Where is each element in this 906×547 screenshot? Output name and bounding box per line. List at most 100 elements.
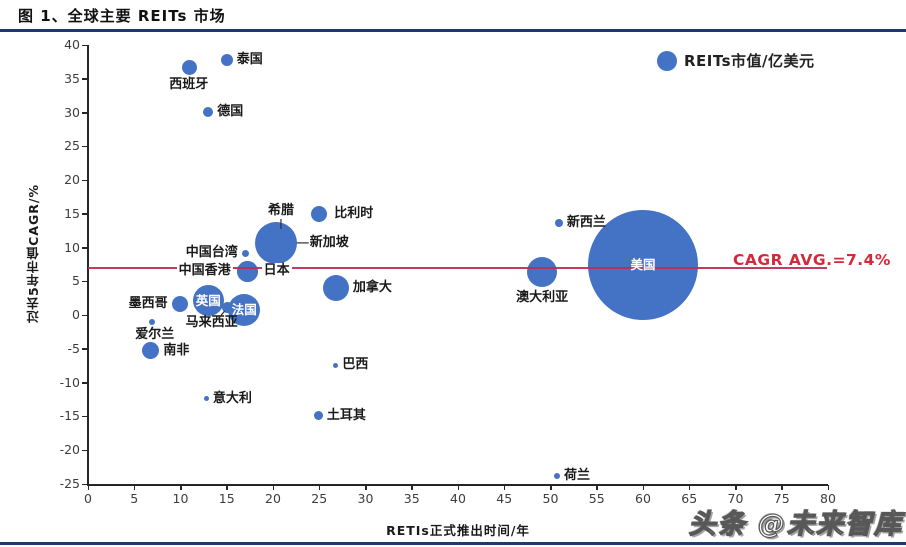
- bubble-label-new-zealand: 新西兰: [566, 214, 606, 230]
- bubble-malaysia: [222, 301, 234, 313]
- y-axis-tick-label: 15: [64, 205, 80, 221]
- x-axis-tick-label: 5: [130, 491, 139, 506]
- x-axis-tick-label: 15: [218, 491, 235, 506]
- y-axis-tick-label: 5: [72, 273, 80, 289]
- x-axis-line: [87, 484, 828, 486]
- x-axis-tick-label: 35: [403, 491, 420, 506]
- bubble-label-mexico: 墨西哥: [128, 296, 168, 312]
- y-axis-tick-label: 40: [64, 37, 80, 52]
- x-axis-tick: [318, 485, 321, 490]
- bubble-label-usa: 美国: [630, 257, 656, 273]
- x-axis-tick: [411, 485, 413, 490]
- chart-legend: REITs市值/亿美元: [657, 50, 815, 71]
- legend-bubble-icon: [657, 50, 677, 71]
- bubble-label-ireland: 爱尔兰: [135, 326, 175, 342]
- bubble-label-greece: 希腊: [267, 203, 294, 218]
- bubble-turkey: [313, 411, 323, 421]
- bubble-label-taiwan-china: 中国台湾: [185, 245, 238, 261]
- watermark: 头条 @未来智库: [688, 508, 903, 540]
- figure-title: 图 1、全球主要 REITs 市场: [18, 7, 226, 25]
- x-axis-tick-label: 75: [773, 491, 790, 506]
- cagr-average-line: [88, 266, 827, 269]
- x-axis-tick-label: 20: [265, 491, 281, 506]
- bubble-spain: [182, 60, 198, 76]
- x-axis-tick-label: 70: [727, 491, 744, 506]
- y-axis-tick-label: 25: [64, 138, 80, 154]
- bubble-label-south-africa: 南非: [163, 342, 190, 358]
- title-underline: [0, 29, 906, 32]
- y-axis-tick: [82, 179, 87, 182]
- x-axis-tick: [550, 485, 552, 490]
- y-axis-tick: [82, 78, 87, 80]
- y-axis-tick-label: 35: [64, 70, 80, 86]
- x-axis-tick: [688, 485, 691, 490]
- bubble-label-thailand: 泰国: [236, 51, 263, 67]
- y-axis-tick-label: -5: [67, 340, 80, 356]
- bubble-label-netherlands: 荷兰: [563, 467, 590, 483]
- x-axis-tick: [365, 485, 367, 490]
- bubble-new-zealand: [554, 218, 563, 227]
- x-axis-tick: [503, 485, 506, 490]
- y-axis-tick-label: -20: [59, 442, 80, 458]
- bubble-label-singapore: 新加坡: [309, 234, 349, 250]
- y-axis-tick-label: 10: [64, 239, 80, 255]
- x-axis-tick-label: 40: [450, 491, 466, 506]
- x-axis-tick-label: 60: [635, 491, 651, 506]
- bubble-ireland: [148, 318, 155, 325]
- bubble-netherlands: [553, 472, 560, 479]
- y-axis-title: 过去5年市值CAGR/%: [26, 184, 41, 324]
- y-axis-line: [87, 45, 89, 484]
- bubble-usa: [588, 210, 698, 321]
- bubble-brazil: [333, 362, 339, 368]
- y-axis-tick: [82, 348, 87, 350]
- y-axis-tick-label: -15: [59, 408, 80, 424]
- y-axis-tick-label: 0: [72, 307, 80, 323]
- bubble-belgium: [311, 205, 328, 222]
- x-axis-tick: [180, 485, 182, 490]
- x-axis-tick: [596, 485, 598, 490]
- bubble-label-australia: 澳大利亚: [516, 289, 569, 305]
- x-axis-tick: [133, 485, 136, 490]
- bubble-australia: [527, 256, 558, 287]
- x-axis-tick: [226, 485, 228, 490]
- bubble-taiwan-china: [241, 249, 249, 257]
- x-axis-tick: [827, 485, 829, 490]
- bubble-japan: [236, 260, 258, 282]
- y-axis-tick: [82, 145, 87, 148]
- bubble-label-belgium: 比利时: [334, 205, 374, 221]
- y-axis-tick: [82, 483, 87, 485]
- x-axis-tick-label: 25: [311, 491, 328, 506]
- cagr-average-label: CAGR AVG.=7.4%: [733, 251, 891, 269]
- y-axis-tick: [82, 44, 87, 46]
- y-axis-tick-label: -25: [59, 476, 80, 491]
- bubble-label-brazil: 巴西: [342, 357, 369, 373]
- y-axis-tick-label: 20: [64, 172, 80, 188]
- x-axis-tick-label: 65: [681, 491, 698, 506]
- x-axis-tick-label: 50: [542, 491, 559, 506]
- x-axis-tick-label: 45: [496, 491, 513, 506]
- bubble-label-spain: 西班牙: [169, 77, 209, 93]
- bubble-label-canada: 加拿大: [352, 280, 392, 296]
- bubble-label-germany: 德国: [217, 103, 244, 119]
- bubble-mexico: [171, 296, 188, 313]
- legend-label: REITs市值/亿美元: [684, 52, 815, 70]
- bubble-south-africa: [142, 342, 160, 360]
- bubble-label-uk: 英国: [195, 292, 221, 308]
- bubble-thailand: [220, 53, 233, 66]
- x-axis-tick: [272, 485, 274, 490]
- x-axis-title: RETIs正式推出时间/年: [386, 523, 530, 538]
- x-axis-tick: [642, 485, 644, 490]
- x-axis-tick-label: 0: [84, 491, 92, 506]
- bubble-italy: [203, 396, 209, 402]
- y-axis-tick: [82, 415, 87, 418]
- bubble-label-turkey: 土耳其: [326, 407, 366, 423]
- x-axis-tick-label: 30: [357, 491, 374, 506]
- bubble-label-japan: 日本: [261, 263, 292, 280]
- y-axis-tick: [82, 213, 87, 215]
- x-axis-tick-label: 55: [588, 491, 605, 506]
- x-axis-tick-label: 10: [172, 491, 189, 506]
- x-axis-tick: [457, 485, 459, 490]
- y-axis-tick-label: 30: [64, 104, 80, 120]
